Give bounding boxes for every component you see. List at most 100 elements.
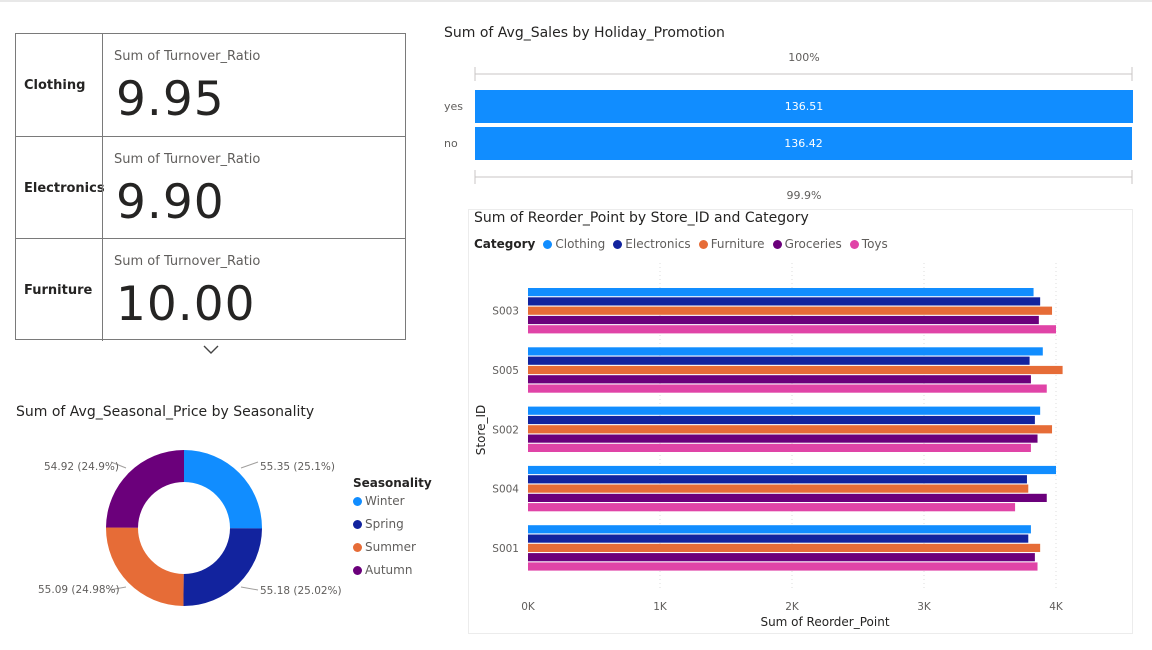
x-tick-label: 3K: [917, 601, 932, 613]
bar-furniture-s004[interactable]: [528, 484, 1029, 493]
bar-groceries-s003[interactable]: [528, 315, 1039, 325]
legend-label: Summer: [365, 540, 416, 554]
card-cell: Sum of Turnover_Ratio 9.95: [102, 34, 405, 136]
season-chart-title: Sum of Avg_Seasonal_Price by Seasonality: [16, 404, 315, 420]
bar-electronics-s005[interactable]: [528, 356, 1030, 365]
bar-clothing-s004[interactable]: [528, 465, 1056, 475]
x-tick-label: 2K: [785, 601, 800, 613]
bar-groceries-s002[interactable]: [528, 434, 1038, 443]
card-value: 9.90: [116, 175, 225, 230]
donut-leader-line: [110, 461, 127, 469]
legend-dot-icon: [772, 240, 782, 249]
card-row-clothing[interactable]: Clothing Sum of Turnover_Ratio 9.95: [16, 34, 405, 136]
legend-item-groceries[interactable]: Groceries: [772, 237, 842, 251]
card-cell: Sum of Turnover_Ratio 10.00: [102, 239, 405, 341]
donut-label-autumn: 54.92 (24.9%): [44, 461, 119, 473]
bar-clothing-s001[interactable]: [528, 525, 1031, 534]
donut-slice-winter[interactable]: [184, 450, 262, 529]
donut-leader-line: [240, 586, 259, 591]
bar-electronics-s002[interactable]: [528, 415, 1035, 425]
donut-label-summer: 55.09 (24.98%): [38, 584, 120, 596]
y-tick-label: S001: [492, 543, 519, 555]
bar-toys-s003[interactable]: [528, 325, 1056, 334]
donut-label-winter: 55.35 (25.1%): [260, 461, 335, 473]
bar-clothing-s002[interactable]: [528, 406, 1041, 415]
bar-furniture-s002[interactable]: [528, 425, 1053, 434]
card-category: Furniture: [24, 282, 93, 298]
holiday-bar-yes[interactable]: 136.51: [475, 90, 1133, 123]
donut-slice-summer[interactable]: [106, 527, 184, 606]
x-tick-label: 0K: [521, 601, 536, 613]
y-tick-label: S005: [492, 365, 519, 377]
season-donut-chart: [106, 450, 262, 606]
legend-label: Toys: [861, 237, 888, 251]
legend-dot-icon: [698, 240, 708, 249]
y-axis-title: Store_ID: [474, 405, 488, 456]
bar-toys-s001[interactable]: [528, 562, 1038, 571]
bar-furniture-s005[interactable]: [528, 365, 1063, 375]
legend-item-furniture[interactable]: Furniture: [698, 237, 765, 251]
bar-clothing-s003[interactable]: [528, 288, 1034, 297]
legend-label: Winter: [365, 494, 405, 508]
reorder-chart-frame: [468, 209, 1133, 634]
legend-item-toys[interactable]: Toys: [849, 237, 888, 251]
legend-item-electronics[interactable]: Electronics: [613, 237, 691, 251]
card-value: 9.95: [116, 72, 225, 127]
holiday-bottom-axis: [474, 170, 1133, 184]
donut-leader-line: [108, 586, 127, 591]
chevron-down-icon[interactable]: [203, 345, 219, 355]
legend-label: Furniture: [710, 237, 765, 251]
bar-toys-s005[interactable]: [528, 384, 1047, 393]
bar-electronics-s004[interactable]: [528, 475, 1027, 484]
holiday-top-axis: [474, 67, 1133, 81]
card-row-electronics[interactable]: Electronics Sum of Turnover_Ratio 9.90: [16, 136, 405, 239]
card-label: Sum of Turnover_Ratio: [114, 152, 261, 167]
legend-item-summer[interactable]: Summer: [353, 536, 432, 559]
legend-item-clothing[interactable]: Clothing: [543, 237, 605, 251]
holiday-bar-value: 136.42: [784, 137, 823, 150]
bar-furniture-s003[interactable]: [528, 306, 1053, 315]
holiday-bar-no[interactable]: 136.42: [475, 127, 1132, 160]
holiday-bottom-label: 99.9%: [786, 189, 822, 202]
card-category: Clothing: [24, 77, 86, 93]
donut-slice-spring[interactable]: [183, 528, 262, 606]
donut-slice-autumn[interactable]: [106, 450, 184, 528]
legend-title: Category: [474, 237, 536, 251]
legend-label: Spring: [365, 517, 404, 531]
bar-groceries-s001[interactable]: [528, 553, 1035, 562]
bar-groceries-s005[interactable]: [528, 375, 1031, 384]
x-tick-label: 1K: [653, 601, 668, 613]
x-axis-title: Sum of Reorder_Point: [760, 615, 889, 629]
donut-leader-line: [240, 461, 259, 469]
reorder-chart-title: Sum of Reorder_Point by Store_ID and Cat…: [474, 210, 809, 226]
card-label: Sum of Turnover_Ratio: [114, 49, 261, 64]
legend-label: Groceries: [784, 237, 842, 251]
holiday-category-no: no: [444, 137, 458, 150]
donut-label-spring: 55.18 (25.02%): [260, 585, 342, 597]
bar-toys-s004[interactable]: [528, 503, 1016, 512]
y-tick-label: S004: [492, 484, 519, 496]
legend-dot-icon: [353, 520, 362, 529]
card-row-furniture[interactable]: Furniture Sum of Turnover_Ratio 10.00: [16, 238, 405, 341]
legend-dot-icon: [849, 240, 859, 249]
legend-dot-icon: [353, 497, 362, 506]
legend-item-autumn[interactable]: Autumn: [353, 559, 432, 582]
holiday-chart-title: Sum of Avg_Sales by Holiday_Promotion: [444, 25, 725, 41]
legend-dot-icon: [543, 240, 553, 249]
bar-electronics-s003[interactable]: [528, 297, 1041, 306]
card-category: Electronics: [24, 180, 105, 196]
turnover-ratio-card[interactable]: Clothing Sum of Turnover_Ratio 9.95 Elec…: [15, 33, 406, 341]
legend-item-spring[interactable]: Spring: [353, 513, 432, 536]
bar-furniture-s001[interactable]: [528, 543, 1041, 552]
legend-item-winter[interactable]: Winter: [353, 490, 432, 513]
legend-dot-icon: [353, 566, 362, 575]
category-legend: Category Clothing Electronics Furniture …: [474, 237, 888, 251]
bar-clothing-s005[interactable]: [528, 347, 1043, 356]
bar-groceries-s004[interactable]: [528, 493, 1047, 502]
bar-toys-s002[interactable]: [528, 443, 1031, 452]
bar-electronics-s001[interactable]: [528, 534, 1029, 543]
holiday-bar-value: 136.51: [784, 100, 824, 113]
reorder-chart-plot: 0K 1K 2K 3K 4K Sum of Reorder_Point Store_ID S0…: [474, 263, 1064, 629]
x-tick-label: 4K: [1049, 601, 1064, 613]
legend-dot-icon: [613, 240, 623, 249]
